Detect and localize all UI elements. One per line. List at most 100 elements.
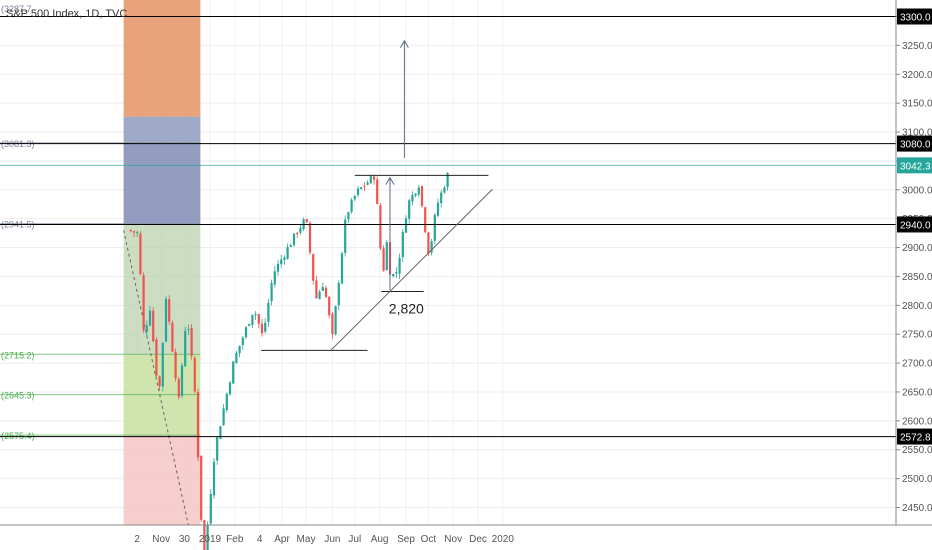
- candle-down: [376, 179, 379, 205]
- candle-down: [142, 275, 145, 331]
- price-tag-label: 2572.8: [900, 433, 931, 444]
- candle-up: [433, 214, 436, 241]
- candle-up: [254, 313, 257, 316]
- candle-up: [209, 494, 212, 524]
- candle-up: [408, 200, 411, 219]
- candle-down: [203, 520, 206, 550]
- candle-up: [219, 426, 222, 439]
- fib-retracement[interactable]: (3287.7(3081.3)(2941.5)(2715.2)(2645.3)(…: [0, 0, 201, 526]
- candle-up: [270, 282, 273, 302]
- x-tick-label: 30: [179, 534, 191, 545]
- x-tick-label: 2020: [492, 534, 515, 545]
- x-tick-label: Feb: [226, 534, 244, 545]
- candle-down: [308, 223, 312, 253]
- candle-up: [267, 302, 270, 323]
- candle-up: [340, 253, 344, 284]
- x-axis[interactable]: 2 Nov 30 2019 Feb 4 Apr May Jun Jul Aug Sep Oct Nov De…: [134, 534, 514, 545]
- candle-up: [148, 310, 152, 326]
- candle-up: [398, 258, 401, 274]
- candle-up: [385, 242, 388, 271]
- fib-level-label: (2645.3): [1, 391, 35, 401]
- candle-down: [420, 186, 424, 207]
- y-tick-label: 3200.0: [902, 70, 932, 81]
- candle-up: [206, 524, 209, 550]
- candle-down: [158, 376, 161, 387]
- candle-up: [411, 194, 414, 202]
- candle-up: [283, 257, 286, 260]
- x-tick-label: Nov: [444, 534, 462, 545]
- fib-level-label: (2715.2): [1, 350, 35, 360]
- candle-up: [392, 274, 395, 277]
- candle-up: [276, 263, 280, 272]
- candle-down: [427, 232, 430, 254]
- chart-title: S&P 500 Index, 1D, TVC: [6, 8, 127, 20]
- candle-up: [369, 175, 372, 184]
- y-tick-label: 2750.0: [902, 330, 932, 341]
- candle-down: [312, 254, 315, 281]
- candle-down: [168, 299, 171, 322]
- candle-up: [235, 352, 238, 364]
- candle-up: [238, 345, 241, 354]
- candle-down: [328, 296, 331, 316]
- candle-down: [152, 310, 155, 342]
- candle-down: [363, 185, 366, 187]
- candle-down: [372, 176, 376, 180]
- candle-up: [264, 322, 267, 332]
- candle-up: [356, 188, 360, 195]
- candle-up: [289, 245, 292, 247]
- x-tick-label: Nov: [152, 534, 170, 545]
- x-tick-label: Oct: [421, 534, 437, 545]
- x-tick-label: 2: [134, 534, 140, 545]
- y-tick-label: 2650.0: [902, 387, 932, 398]
- candle-up: [436, 202, 440, 216]
- fib-band-top: [123, 0, 201, 117]
- candle-up: [248, 324, 251, 326]
- candle-up: [395, 272, 398, 274]
- candle-up: [360, 187, 363, 189]
- x-tick-label: Aug: [371, 534, 389, 545]
- y-tick-label: 3100.0: [902, 128, 932, 139]
- y-tick-label: 2500.0: [902, 474, 932, 485]
- y-tick-label: 3150.0: [902, 99, 932, 110]
- candle-down: [305, 219, 308, 223]
- candle-up: [299, 227, 302, 233]
- fib-band-upper-2: [123, 142, 201, 224]
- candle-up: [187, 329, 190, 331]
- drawings[interactable]: 2,820: [261, 39, 493, 351]
- candle-down: [296, 232, 299, 235]
- candle-down: [382, 248, 385, 271]
- candles: [129, 172, 449, 550]
- x-tick-label: Jul: [348, 534, 361, 545]
- candle-up: [161, 342, 164, 387]
- current-price-tag-label: 3042.3: [900, 161, 931, 172]
- candle-up: [228, 382, 232, 395]
- candle-down: [200, 455, 203, 520]
- price-tag-bg: [897, 428, 932, 445]
- x-tick-label: Sep: [397, 534, 415, 545]
- x-tick-label: Dec: [469, 534, 487, 545]
- candle-up: [292, 233, 296, 246]
- candle-up: [164, 298, 168, 342]
- ascending-trendline: [330, 188, 493, 351]
- fib-band-mid: [123, 223, 201, 355]
- fib-level-label: (3287.7: [1, 4, 32, 14]
- annotation-label: 2,820: [389, 300, 424, 316]
- candle-up: [350, 199, 353, 212]
- candle-down: [132, 231, 136, 233]
- fib-band-upper: [123, 116, 201, 143]
- candle-up: [225, 393, 228, 410]
- candle-up: [366, 182, 369, 185]
- horizontal-lines[interactable]: [0, 16, 896, 438]
- price-tag-label: 2940.0: [900, 220, 931, 231]
- price-tag-bg: [897, 8, 932, 25]
- candle-down: [190, 327, 193, 357]
- current-price-tag-bg: [897, 157, 932, 174]
- candle-up: [145, 325, 148, 332]
- candle-up: [344, 219, 347, 253]
- candle-down: [331, 313, 334, 334]
- candle-down: [177, 378, 180, 397]
- target-arrow-head: [399, 39, 409, 49]
- price-tag-label: 3080.0: [900, 140, 931, 151]
- x-tick-label: May: [297, 534, 316, 545]
